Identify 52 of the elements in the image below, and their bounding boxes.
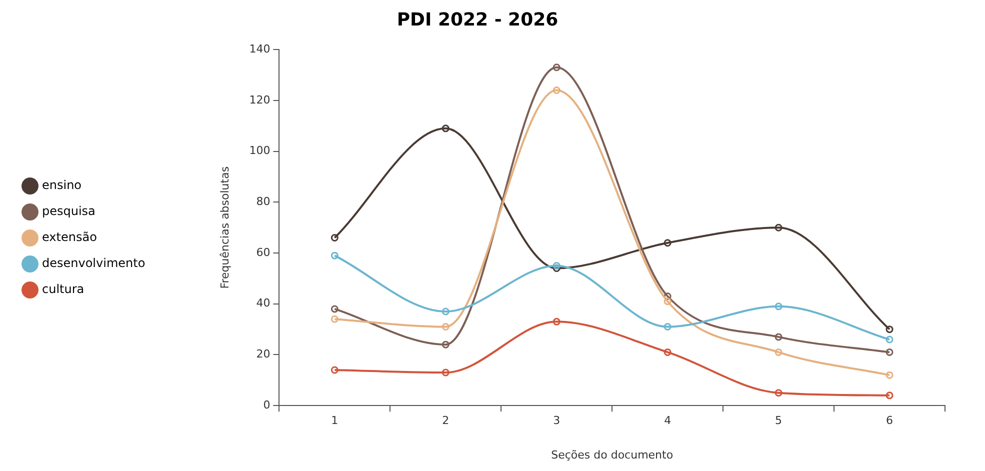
point bbox=[664, 348, 672, 356]
point bbox=[330, 234, 338, 242]
point bbox=[664, 298, 672, 306]
y-tick-label: 80 bbox=[256, 195, 270, 208]
y-tick-label: 140 bbox=[249, 42, 270, 56]
point bbox=[442, 323, 450, 331]
x-tick-label: 4 bbox=[664, 414, 672, 428]
point bbox=[552, 64, 560, 72]
legend-label: extensão bbox=[42, 230, 97, 244]
point bbox=[664, 292, 672, 300]
x-tick-label: 2 bbox=[442, 414, 450, 428]
point bbox=[886, 371, 894, 379]
point bbox=[774, 389, 782, 397]
point bbox=[552, 262, 560, 270]
legend-label: desenvolvimento bbox=[42, 256, 146, 270]
x-tick-label: 5 bbox=[775, 414, 782, 428]
point bbox=[774, 333, 782, 341]
x-tick-label: 6 bbox=[886, 414, 894, 428]
point bbox=[442, 368, 450, 376]
point bbox=[330, 305, 338, 313]
y-tick-label: 40 bbox=[256, 296, 270, 310]
point bbox=[664, 323, 672, 331]
legend-label: pesquisa bbox=[42, 204, 96, 218]
y-tick-label: 0 bbox=[263, 398, 270, 412]
x-tick-label: 3 bbox=[553, 414, 560, 428]
point bbox=[442, 124, 450, 132]
y-tick-label: 100 bbox=[249, 144, 270, 158]
point bbox=[442, 340, 450, 348]
legend-label: ensino bbox=[42, 178, 82, 192]
point bbox=[552, 318, 560, 326]
point bbox=[774, 224, 782, 232]
point bbox=[886, 326, 894, 334]
point bbox=[330, 366, 338, 374]
y-axis-title: Frequências absolutas bbox=[218, 166, 232, 289]
y-tick-label: 60 bbox=[256, 246, 270, 259]
legend-label: cultura bbox=[42, 282, 84, 296]
y-tick-label: 120 bbox=[249, 93, 270, 106]
point bbox=[774, 302, 782, 310]
point bbox=[886, 336, 894, 344]
point bbox=[774, 348, 782, 356]
x-tick-label: 1 bbox=[331, 414, 338, 428]
point bbox=[330, 252, 338, 260]
point bbox=[886, 392, 894, 400]
chart-title: PDI 2022 - 2026 bbox=[396, 9, 558, 30]
y-tick-label: 20 bbox=[256, 348, 270, 361]
point bbox=[552, 264, 560, 272]
point bbox=[886, 348, 894, 356]
point bbox=[552, 86, 560, 94]
point bbox=[330, 315, 338, 323]
x-axis-title: Seções do documento bbox=[551, 448, 674, 462]
point bbox=[442, 308, 450, 316]
point bbox=[664, 239, 672, 247]
